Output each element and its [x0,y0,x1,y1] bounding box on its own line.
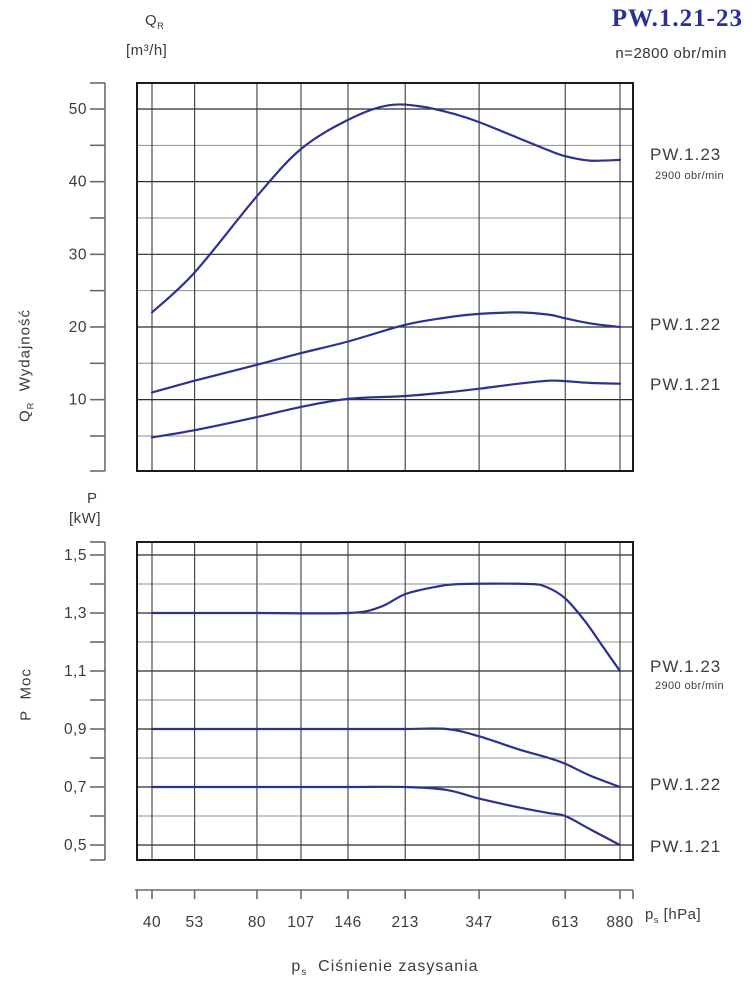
top-y-axis-unit: [m³/h] [126,42,168,59]
y-tick-label: 0,5 [64,837,87,854]
curve-pw-1-22 [150,311,622,394]
top-y-axis-ruler: 10 20 30 40 50 [69,82,106,472]
x-axis-unit: ps [hPa] [645,906,702,925]
top-y-axis-symbol: QR [145,12,165,31]
curve-label-pw121-top: PW.1.21 [650,375,722,394]
x-tick-label: 146 [334,914,361,931]
x-tick-label: 80 [248,914,266,931]
y-tick-label: 0,9 [64,721,87,738]
bottom-y-axis-ruler: 0,5 0,7 0,9 1,1 1,3 1,5 [64,541,106,861]
curve-note-pw123-top: 2900 obr/min [655,170,725,182]
y-tick-label: 20 [69,319,87,336]
y-tick-label: 0,7 [64,779,87,796]
curve-label-pw123-top: PW.1.23 [650,145,722,164]
x-axis-caption: ps Ciśnienie zasysania [291,958,479,979]
curve-pw-1-21 [150,785,622,847]
bottom-y-axis-unit: [kW] [69,510,101,527]
bottom-y-axis-title: P Moc [17,668,35,721]
y-tick-label: 1,5 [64,547,87,564]
y-tick-label: 10 [69,392,87,409]
speed-subtitle: n=2800 obr/min [615,45,727,62]
y-tick-label: 50 [69,101,87,118]
curve-pw-1-21 [150,379,622,439]
y-tick-label: 40 [69,174,87,191]
curve-label-pw121-bottom: PW.1.21 [650,837,722,856]
x-tick-label: 880 [606,914,633,931]
top-chart [136,82,634,472]
y-tick-label: 30 [69,246,87,263]
top-y-axis-title: QR Wydajność [16,309,36,422]
curve-pw-1-23 [150,103,622,314]
x-tick-label: 347 [465,914,492,931]
curve-label-pw123-bottom: PW.1.23 [650,657,722,676]
x-tick-label: 53 [185,914,203,931]
x-tick-label: 213 [392,914,419,931]
bottom-y-axis-symbol: P [87,490,98,507]
x-tick-label: 107 [287,914,314,931]
x-tick-label: 40 [143,914,161,931]
page-title: PW.1.21-23 [611,5,743,32]
bottom-chart [136,541,634,861]
x-tick-label: 613 [552,914,579,931]
x-axis-ruler: 40 53 80 107 146 213 347 613 880 [135,889,634,931]
curve-note-pw123-bottom: 2900 obr/min [655,680,725,692]
y-tick-label: 1,1 [64,663,87,680]
curve-label-pw122-bottom: PW.1.22 [650,775,722,794]
curve-label-pw122-top: PW.1.22 [650,315,722,334]
curve-pw-1-22 [150,727,622,789]
y-tick-label: 1,3 [64,605,87,622]
curve-pw-1-23 [150,582,622,673]
